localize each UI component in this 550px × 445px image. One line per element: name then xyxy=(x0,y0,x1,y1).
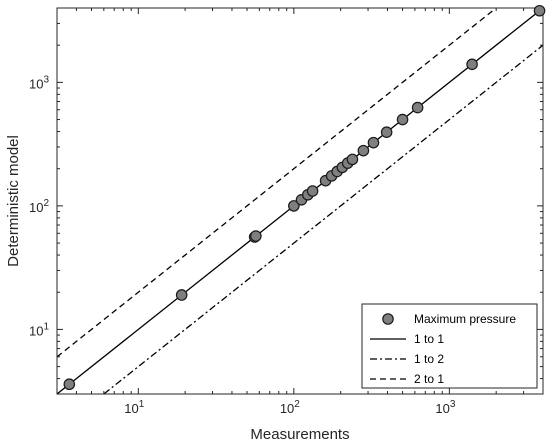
legend: Maximum pressure 1 to 1 1 to 2 2 to 1 xyxy=(361,303,538,389)
data-point xyxy=(346,153,359,166)
data-point xyxy=(306,185,319,197)
line-1-to-2 xyxy=(102,44,543,394)
x-tick-label: 101 xyxy=(124,399,144,416)
data-point xyxy=(396,113,409,126)
data-point xyxy=(367,136,380,149)
data-point xyxy=(533,4,546,17)
data-point xyxy=(357,144,370,157)
legend-label: Maximum pressure xyxy=(414,312,516,326)
tick-layer: 101 102 103 101 102 103 xyxy=(29,7,544,416)
y-axis-title: Deterministic model xyxy=(5,135,22,267)
y-tick-label: 103 xyxy=(29,74,49,91)
legend-label: 1 to 2 xyxy=(414,352,444,366)
legend-marker-points xyxy=(382,313,394,325)
x-axis-title: Measurements xyxy=(250,426,349,443)
y-tick-label: 102 xyxy=(29,198,49,215)
plot-frame xyxy=(56,7,544,395)
data-point xyxy=(63,378,76,391)
line-2-to-1 xyxy=(57,8,498,358)
data-point xyxy=(250,230,262,242)
legend-label: 1 to 1 xyxy=(414,332,444,346)
legend-label: 2 to 1 xyxy=(414,372,444,386)
data-point xyxy=(466,58,478,71)
x-tick-label: 102 xyxy=(280,399,300,416)
data-point xyxy=(380,126,393,138)
data-point xyxy=(411,101,424,114)
data-point xyxy=(175,289,188,301)
y-tick-label: 101 xyxy=(29,321,49,338)
data-point xyxy=(288,200,300,212)
x-tick-label: 103 xyxy=(435,399,455,416)
